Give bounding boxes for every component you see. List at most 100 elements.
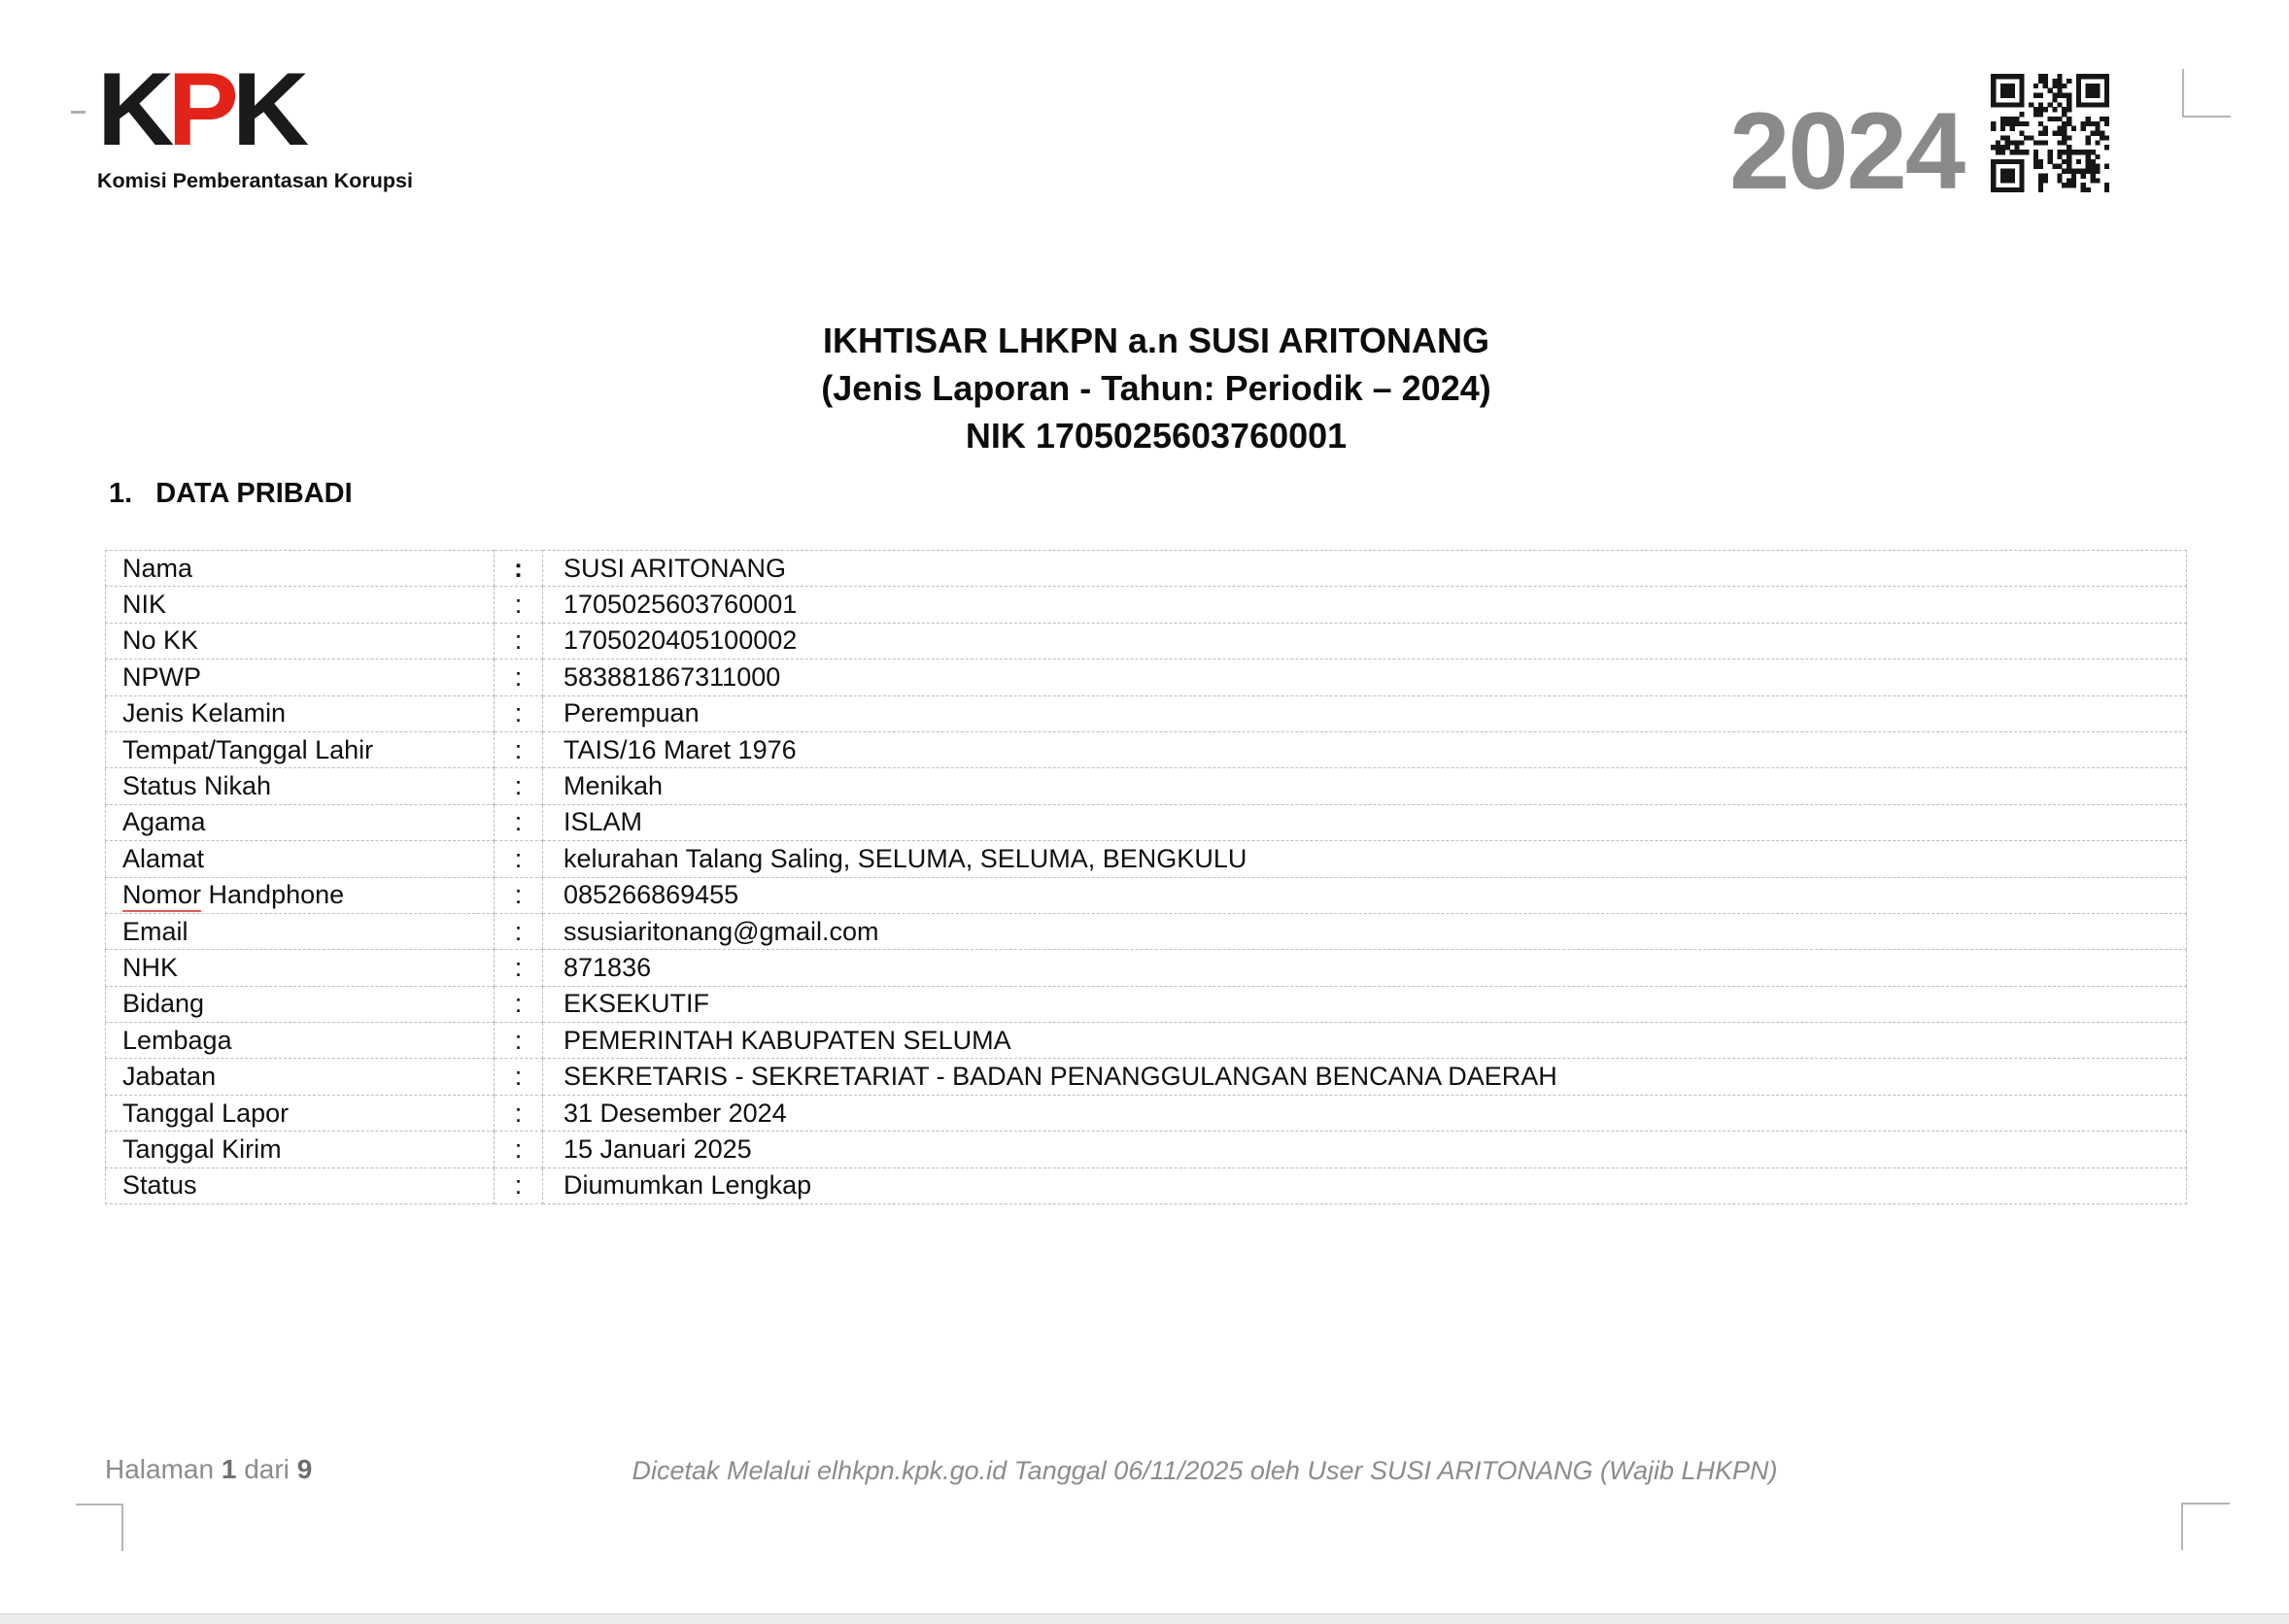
row-label: Jenis Kelamin [105, 694, 495, 732]
row-value: Perempuan [542, 694, 2187, 732]
section-title: DATA PRIBADI [155, 478, 353, 509]
row-value: Diumumkan Lengkap [542, 1167, 2187, 1205]
row-label: Email [105, 912, 495, 951]
table-row: Agama: ISLAM [105, 803, 2187, 842]
row-label: Bidang [105, 985, 495, 1024]
row-value: 871836 [542, 949, 2187, 987]
row-separator: : [494, 549, 543, 588]
data-table-body: Nama: SUSI ARITONANG NIK:1705025603760001 N… [105, 549, 2187, 1205]
spellcheck-underline: Nomor [122, 880, 202, 913]
row-label: Nomor Handphone [105, 876, 495, 914]
table-row: NIK:1705025603760001 [105, 586, 2187, 624]
kpk-logo-letter: K [97, 51, 174, 168]
row-label: NIK [105, 586, 495, 624]
row-value: 1705025603760001 [542, 586, 2187, 624]
row-value: kelurahan Talang Saling, SELUMA, SELUMA,… [542, 840, 2187, 878]
kpk-logo-letter: K [231, 51, 309, 168]
row-value: PEMERINTAH KABUPATEN SELUMA [542, 1022, 2187, 1060]
table-row: Status: Diumumkan Lengkap [105, 1167, 2187, 1205]
row-separator: : [494, 586, 543, 624]
table-row: No KK:1705020405100002 [105, 622, 2187, 660]
row-label: Nama [105, 549, 495, 588]
row-separator: : [494, 1022, 543, 1060]
row-label: Status Nikah [105, 767, 495, 805]
table-row: Jabatan: SEKRETARIS - SEKRETARIAT - BADAN… [105, 1058, 2187, 1096]
table-row: Tanggal Kirim:15 Januari 2025 [105, 1131, 2187, 1168]
kpk-logo-word: KPK [97, 58, 413, 162]
table-row: NPWP:583881867311000 [105, 659, 2187, 696]
row-label: Tanggal Kirim [105, 1131, 495, 1168]
kpk-logo: KPK Komisi Pemberantasan Korupsi [97, 58, 413, 193]
row-value: EKSEKUTIF [542, 985, 2187, 1024]
footer-page-total: 9 [296, 1454, 313, 1484]
table-row: Nomor Handphone:085266869455 [105, 876, 2187, 914]
row-label: Tempat/Tanggal Lahir [105, 730, 495, 769]
row-separator: : [494, 1058, 543, 1096]
row-separator: : [494, 803, 543, 842]
row-value: 15 Januari 2025 [542, 1131, 2187, 1168]
table-row: Lembaga: PEMERINTAH KABUPATEN SELUMA [105, 1022, 2187, 1060]
row-value: Menikah [542, 767, 2187, 805]
row-separator: : [494, 767, 543, 805]
row-separator: : [494, 949, 543, 987]
title-line-1: IKHTISAR LHKPN a.n SUSI ARITONANG [822, 321, 1490, 360]
personal-data-table: Nama: SUSI ARITONANG NIK:1705025603760001 N… [105, 549, 2187, 1205]
document-title: IKHTISAR LHKPN a.n SUSI ARITONANG (Jenis… [0, 317, 2289, 459]
table-row: NHK:871836 [105, 949, 2187, 987]
crop-mark-top-left [71, 111, 85, 114]
footer-print-info: Dicetak Melalui elhkpn.kpk.go.id Tanggal… [632, 1456, 1778, 1485]
row-label: Status [105, 1167, 495, 1205]
row-label: Tanggal Lapor [105, 1094, 495, 1133]
row-label: NHK [105, 949, 495, 987]
row-separator: : [494, 840, 543, 878]
report-year: 2024 [1729, 90, 1965, 212]
row-separator: : [494, 1131, 543, 1168]
kpk-logo-letter: P [167, 51, 238, 168]
table-row: Email: ssusiaritonang@gmail.com [105, 912, 2187, 951]
crop-mark-bottom-left [76, 1504, 123, 1551]
kpk-logo-subtitle: Komisi Pemberantasan Korupsi [97, 169, 413, 192]
footer-page-info: Halaman 1 dari 9 [105, 1454, 312, 1485]
row-value: 1705020405100002 [542, 622, 2187, 660]
row-separator: : [494, 912, 543, 951]
row-separator: : [494, 622, 543, 660]
row-value: SEKRETARIS - SEKRETARIAT - BADAN PENANGG… [542, 1058, 2187, 1096]
table-row: Alamat: kelurahan Talang Saling, SELUMA, … [105, 840, 2187, 878]
row-label: Jabatan [105, 1058, 495, 1096]
row-separator: : [494, 876, 543, 914]
section-heading: 1. DATA PRIBADI [109, 478, 353, 510]
row-label: Alamat [105, 840, 495, 878]
title-line-2: (Jenis Laporan - Tahun: Periodik – 2024) [821, 368, 1491, 408]
title-line-3: NIK 1705025603760001 [965, 416, 1348, 456]
row-separator: : [494, 694, 543, 732]
row-label: NPWP [105, 659, 495, 696]
row-separator: : [494, 730, 543, 769]
table-row: Tanggal Lapor:31 Desember 2024 [105, 1094, 2187, 1133]
table-row: Status Nikah: Menikah [105, 767, 2187, 805]
row-value: SUSI ARITONANG [542, 549, 2187, 588]
table-row: Nama: SUSI ARITONANG [105, 549, 2187, 588]
row-label: No KK [105, 622, 495, 660]
crop-mark-bottom-right [2181, 1503, 2230, 1550]
row-separator: : [494, 985, 543, 1024]
table-row: Bidang: EKSEKUTIF [105, 985, 2187, 1024]
row-value: 085266869455 [542, 876, 2187, 914]
section-number: 1. [109, 478, 133, 509]
table-row: Jenis Kelamin: Perempuan [105, 694, 2187, 732]
row-value: 31 Desember 2024 [542, 1094, 2187, 1133]
row-value: 583881867311000 [542, 659, 2187, 696]
footer-page-of: dari [244, 1454, 290, 1484]
row-value: TAIS/16 Maret 1976 [542, 730, 2187, 769]
footer-page-current: 1 [221, 1454, 237, 1484]
row-label: Agama [105, 803, 495, 842]
row-label: Lembaga [105, 1022, 495, 1060]
table-row: Tempat/Tanggal Lahir: TAIS/16 Maret 1976 [105, 730, 2187, 769]
row-value: ssusiaritonang@gmail.com [542, 912, 2187, 951]
row-separator: : [494, 1167, 543, 1205]
crop-mark-top-right [2182, 69, 2231, 118]
qr-code-icon [1991, 74, 2109, 192]
row-separator: : [494, 1094, 543, 1133]
row-value: ISLAM [542, 803, 2187, 842]
footer-page-label: Halaman [105, 1454, 215, 1484]
